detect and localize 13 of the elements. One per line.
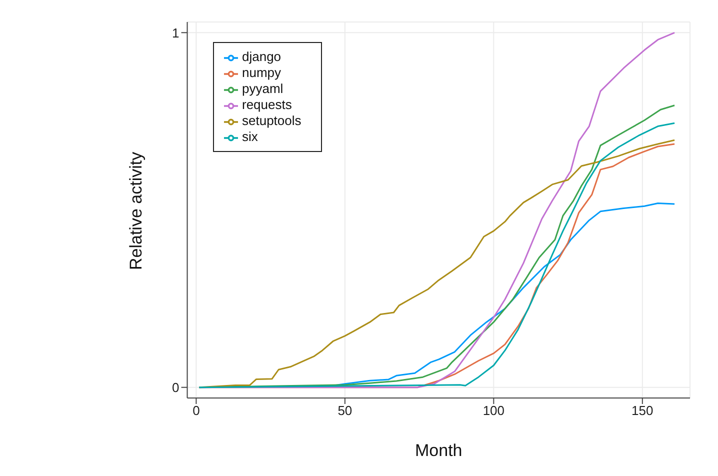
x-tick-label: 0: [192, 403, 200, 418]
legend-label: requests: [242, 97, 292, 112]
legend-label: six: [242, 129, 258, 144]
y-axis-title: Relative activity: [126, 151, 146, 270]
legend-label: pyyaml: [242, 81, 284, 96]
legend-label: setuptools: [242, 113, 302, 128]
x-tick-label: 50: [338, 403, 352, 418]
x-axis-title: Month: [415, 441, 462, 460]
legend-label: numpy: [242, 65, 282, 80]
y-tick-label: 1: [172, 25, 180, 40]
x-tick-label: 100: [482, 403, 505, 418]
legend-label: django: [242, 49, 282, 64]
x-tick-label: 150: [632, 403, 654, 418]
